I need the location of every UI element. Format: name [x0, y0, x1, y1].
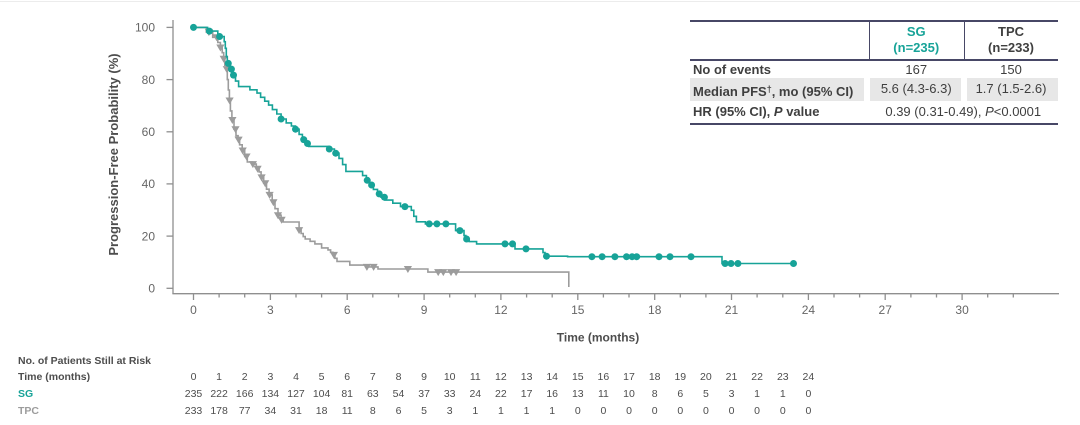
svg-text:40: 40: [142, 177, 156, 191]
svg-text:6: 6: [344, 303, 351, 317]
svg-text:100: 100: [135, 21, 155, 35]
svg-text:Progression-Free Probability (: Progression-Free Probability (%): [106, 53, 121, 255]
svg-text:80: 80: [142, 73, 156, 87]
svg-text:12: 12: [494, 303, 508, 317]
svg-text:3: 3: [267, 303, 274, 317]
svg-text:0: 0: [190, 303, 197, 317]
svg-text:Time (months): Time (months): [557, 331, 639, 345]
svg-text:0: 0: [148, 282, 155, 296]
svg-text:20: 20: [142, 229, 156, 243]
svg-text:60: 60: [142, 125, 156, 139]
svg-text:30: 30: [955, 303, 969, 317]
svg-text:27: 27: [879, 303, 893, 317]
svg-text:9: 9: [421, 303, 428, 317]
svg-text:21: 21: [725, 303, 739, 317]
svg-text:15: 15: [571, 303, 585, 317]
svg-text:18: 18: [648, 303, 662, 317]
svg-text:24: 24: [802, 303, 816, 317]
